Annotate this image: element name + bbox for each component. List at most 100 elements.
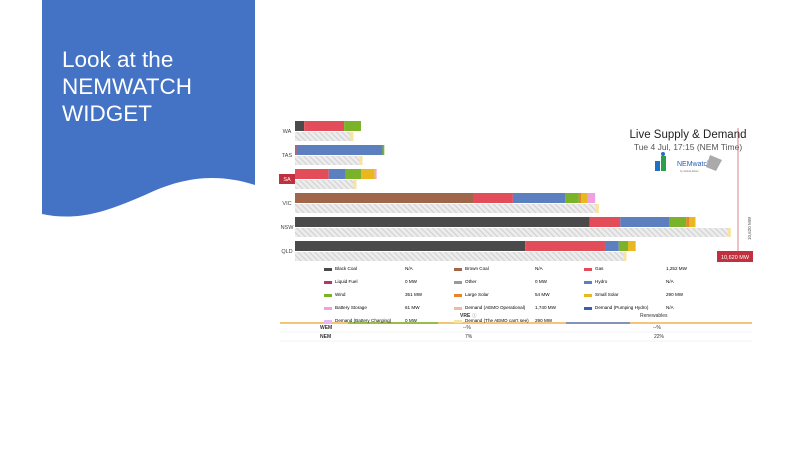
bar-qld-gas[interactable]: [525, 241, 605, 251]
legend-name: Small Solar: [595, 292, 619, 297]
legend-name: Gas: [595, 266, 604, 271]
col-renewables: Renewables: [640, 313, 668, 319]
row-label: NEM: [320, 334, 332, 340]
bar-vic-battery-storage[interactable]: [587, 193, 596, 203]
bar-sa-wind[interactable]: [345, 169, 361, 179]
demand-bar-qld[interactable]: [295, 252, 627, 261]
bar-tas-gas[interactable]: [295, 145, 297, 155]
legend-swatch: [584, 307, 592, 310]
widget-title: Live Supply & Demand: [630, 129, 747, 141]
logo-text: NEMwatch: [677, 161, 711, 168]
bar-sa-small-solar[interactable]: [360, 169, 375, 179]
row-vre: --%: [463, 325, 471, 331]
logo-subtext: by Global-Roam: [680, 169, 699, 173]
bar-qld-hydro[interactable]: [604, 241, 619, 251]
bar-nsw-black-coal[interactable]: [295, 217, 590, 227]
bar-vic-wind[interactable]: [565, 193, 579, 203]
bar-nsw-large-solar[interactable]: [686, 217, 690, 227]
bar-vic-hydro[interactable]: [512, 193, 566, 203]
demand-bar-vic[interactable]: [295, 204, 599, 213]
legend-value: N/A: [666, 279, 674, 284]
category-label-vic[interactable]: VIC: [282, 201, 291, 207]
legend-swatch: [454, 268, 462, 271]
bar-nsw-gas[interactable]: [589, 217, 621, 227]
category-labels: WA TAS SA VIC NSW QLD: [279, 129, 295, 255]
legend-swatch: [454, 320, 462, 323]
bar-nsw-small-solar[interactable]: [689, 217, 696, 227]
demand-marker-badge: [717, 251, 753, 262]
bar-sa-battery-storage[interactable]: [374, 169, 377, 179]
legend-value: N/A: [666, 305, 674, 310]
legend-swatch: [324, 307, 332, 310]
category-label-nsw[interactable]: NSW: [281, 225, 295, 231]
legend-name: Large Solar: [465, 292, 489, 297]
bar-vic-large-solar[interactable]: [578, 193, 582, 203]
table-row: WEM --% --%: [280, 324, 752, 333]
bar-vic-gas[interactable]: [473, 193, 513, 203]
demand-unseen-qld: [623, 252, 627, 261]
demand-bar-tas[interactable]: [295, 156, 363, 165]
legend-name: Black Coal: [335, 266, 357, 271]
demand-unseen-tas: [359, 156, 363, 165]
nemwatch-logo-icon: NEMwatch by Global-Roam: [655, 152, 722, 173]
legend-value: 54 MW: [535, 292, 550, 297]
demand-unseen-sa: [353, 180, 357, 189]
bar-vic-small-solar[interactable]: [581, 193, 588, 203]
title-shape: [42, 0, 255, 217]
bar-qld-black-coal[interactable]: [295, 241, 526, 251]
bar-nsw-wind[interactable]: [669, 217, 687, 227]
legend-value: 351 MW: [405, 292, 423, 297]
bar-qld-small-solar[interactable]: [627, 241, 636, 251]
category-label-sa[interactable]: SA: [283, 177, 291, 183]
bar-nsw-hydro[interactable]: [620, 217, 670, 227]
table-header-row: VRE ⓘ Renewables: [280, 312, 752, 321]
legend-value: N/A: [405, 266, 413, 271]
legend-swatch: [454, 307, 462, 310]
demand-unseen-vic: [595, 204, 599, 213]
bar-wa-black-coal[interactable]: [295, 121, 305, 131]
bar-tas-wind[interactable]: [382, 145, 385, 155]
legend-swatch: [324, 268, 332, 271]
demand-unseen-nsw: [727, 228, 731, 237]
legend-name: Demand (The AEMO can't see): [465, 318, 529, 323]
category-label-tas[interactable]: TAS: [282, 153, 293, 159]
legend-name: Battery Storage: [335, 305, 367, 310]
legend-name: Hydro: [595, 279, 608, 284]
table-row: NEM 7% 22%: [280, 333, 752, 342]
widget-subtitle: Tue 4 Jul, 17:15 (NEM Time): [634, 142, 743, 152]
row-vre: 7%: [465, 334, 473, 340]
bar-tas-hydro[interactable]: [296, 145, 383, 155]
demand-bar-sa[interactable]: [295, 180, 357, 189]
info-icon[interactable]: ⓘ: [472, 313, 477, 318]
demand-unseen-wa: [350, 132, 354, 141]
bar-sa-hydro[interactable]: [328, 169, 346, 179]
category-label-wa[interactable]: WA: [283, 129, 292, 135]
category-highlight: [279, 174, 295, 184]
legend-swatch: [324, 281, 332, 284]
legend-name: Wind: [335, 292, 346, 297]
legend-value: 1,252 MW: [666, 266, 687, 271]
bar-wa-wind[interactable]: [344, 121, 361, 131]
row-renewables: 22%: [654, 334, 665, 340]
bar-vic-brown-coal[interactable]: [295, 193, 473, 203]
bar-wa-gas[interactable]: [304, 121, 345, 131]
demand-bar-nsw[interactable]: [295, 228, 731, 237]
legend-name: Brown Coal: [465, 266, 489, 271]
legend-swatch: [454, 281, 462, 284]
legend-name: Demand (Battery Charging): [335, 318, 392, 323]
demand-bar-wa[interactable]: [295, 132, 354, 141]
category-label-qld[interactable]: QLD: [281, 249, 292, 255]
legend-swatch: [324, 320, 332, 323]
legend-value: 290 MW: [535, 318, 553, 323]
col-vre: VRE: [460, 313, 471, 319]
legend-swatch: [584, 294, 592, 297]
legend-value: 1,740 MW: [535, 305, 556, 310]
legend-value: N/A: [535, 266, 543, 271]
bar-qld-wind[interactable]: [618, 241, 628, 251]
legend-value: 0 MW: [535, 279, 547, 284]
legend-value: 0 MW: [405, 318, 417, 323]
legend-value: 290 MW: [666, 292, 684, 297]
legend-name: Demand (Pumping Hydro): [595, 305, 649, 310]
legend-name: Liquid Fuel: [335, 279, 358, 284]
bar-sa-gas[interactable]: [295, 169, 329, 179]
